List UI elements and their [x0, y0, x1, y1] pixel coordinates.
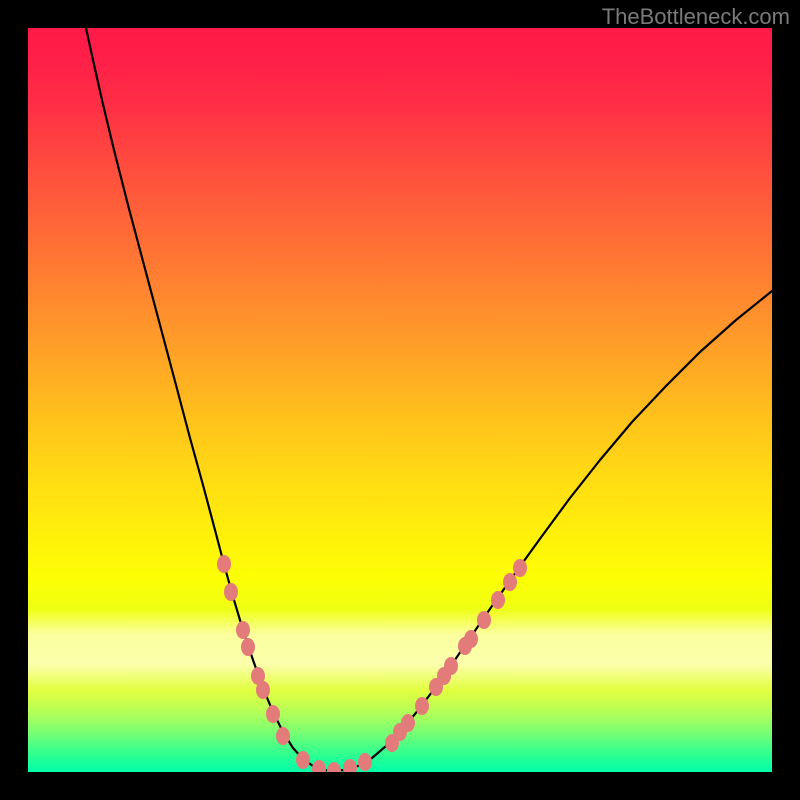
- watermark-text: TheBottleneck.com: [602, 4, 790, 30]
- data-marker: [296, 751, 310, 769]
- data-marker: [236, 621, 250, 639]
- plot-background: [28, 28, 772, 772]
- data-marker: [503, 573, 517, 591]
- data-marker: [217, 555, 231, 573]
- bottleneck-chart: [0, 0, 800, 800]
- data-marker: [358, 753, 372, 771]
- data-marker: [256, 681, 270, 699]
- data-marker: [491, 591, 505, 609]
- chart-container: TheBottleneck.com: [0, 0, 800, 800]
- data-marker: [276, 727, 290, 745]
- data-marker: [224, 583, 238, 601]
- data-marker: [415, 697, 429, 715]
- data-marker: [513, 559, 527, 577]
- data-marker: [444, 657, 458, 675]
- data-marker: [401, 714, 415, 732]
- data-marker: [241, 638, 255, 656]
- data-marker: [477, 611, 491, 629]
- data-marker: [266, 705, 280, 723]
- data-marker: [464, 630, 478, 648]
